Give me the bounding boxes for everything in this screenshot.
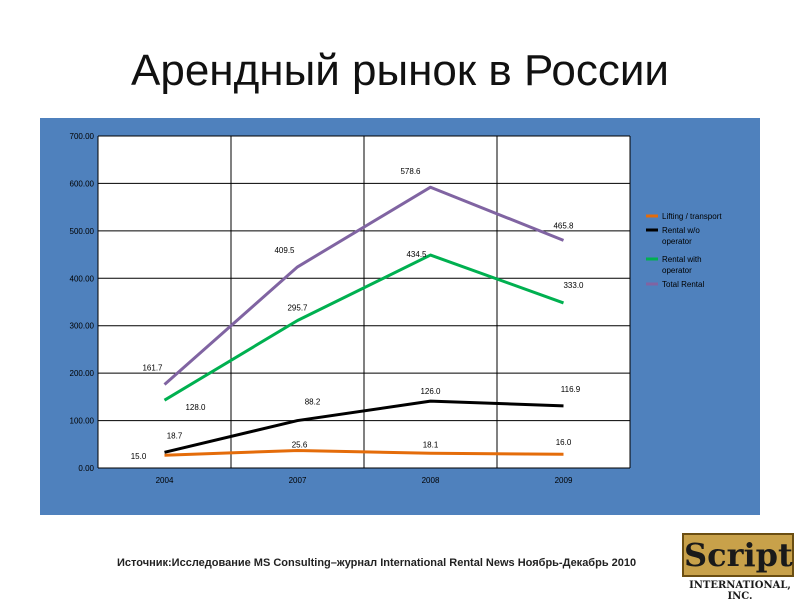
slide-title: Арендный рынок в России <box>131 46 669 95</box>
data-label: 18.7 <box>167 431 183 440</box>
data-label: 295.7 <box>287 303 308 312</box>
y-tick-label: 100.00 <box>70 417 95 426</box>
x-tick-label: 2007 <box>289 476 307 485</box>
data-label: 126.0 <box>420 387 441 396</box>
script-logo: Script INTERNATIONAL, INC. <box>682 533 798 602</box>
data-label: 465.8 <box>553 221 574 230</box>
data-label: 116.9 <box>561 385 581 394</box>
y-tick-label: 200.00 <box>70 369 95 378</box>
legend-entry: Lifting / transport <box>662 212 722 221</box>
x-tick-label: 2004 <box>156 476 174 485</box>
legend-entry: Total Rental <box>662 280 704 289</box>
series-line <box>164 399 564 454</box>
logo-subtitle: INTERNATIONAL, INC. <box>689 580 791 602</box>
chart-panel: 0.00 100.00 200.00 300.00 400.00 500.00 600.00… <box>40 118 760 515</box>
series-line <box>163 253 565 402</box>
source-note: Источник:Исследование MS Consulting–журн… <box>117 557 637 569</box>
line-chart: 0.00 100.00 200.00 300.00 400.00 500.00 600.00… <box>40 118 760 515</box>
data-label: 15.0 <box>131 452 147 461</box>
data-label: 18.1 <box>423 440 439 449</box>
legend-entry: Rental w/o operator <box>662 226 700 246</box>
data-label: 333.0 <box>563 281 584 290</box>
x-tick-label: 2009 <box>555 476 573 485</box>
y-tick-label: 600.00 <box>70 179 95 188</box>
data-label: 161.7 <box>142 364 163 373</box>
logo-mark: Script <box>682 533 794 577</box>
series-line <box>164 448 564 457</box>
data-label: 88.2 <box>305 398 321 407</box>
data-label: 16.0 <box>556 438 572 447</box>
data-label: 578.6 <box>400 167 421 176</box>
x-tick-label: 2008 <box>422 476 440 485</box>
y-tick-label: 700.00 <box>70 132 95 141</box>
data-label: 434.5 <box>406 250 427 259</box>
y-tick-label: 0.00 <box>78 464 94 473</box>
y-tick-label: 400.00 <box>70 274 95 283</box>
legend-entry: Rental with operator <box>662 255 702 275</box>
data-label: 409.5 <box>274 246 295 255</box>
data-label: 128.0 <box>185 403 206 412</box>
y-tick-label: 300.00 <box>70 322 95 331</box>
series-line <box>163 185 565 386</box>
y-tick-label: 500.00 <box>70 227 95 236</box>
data-label: 25.6 <box>292 440 308 449</box>
